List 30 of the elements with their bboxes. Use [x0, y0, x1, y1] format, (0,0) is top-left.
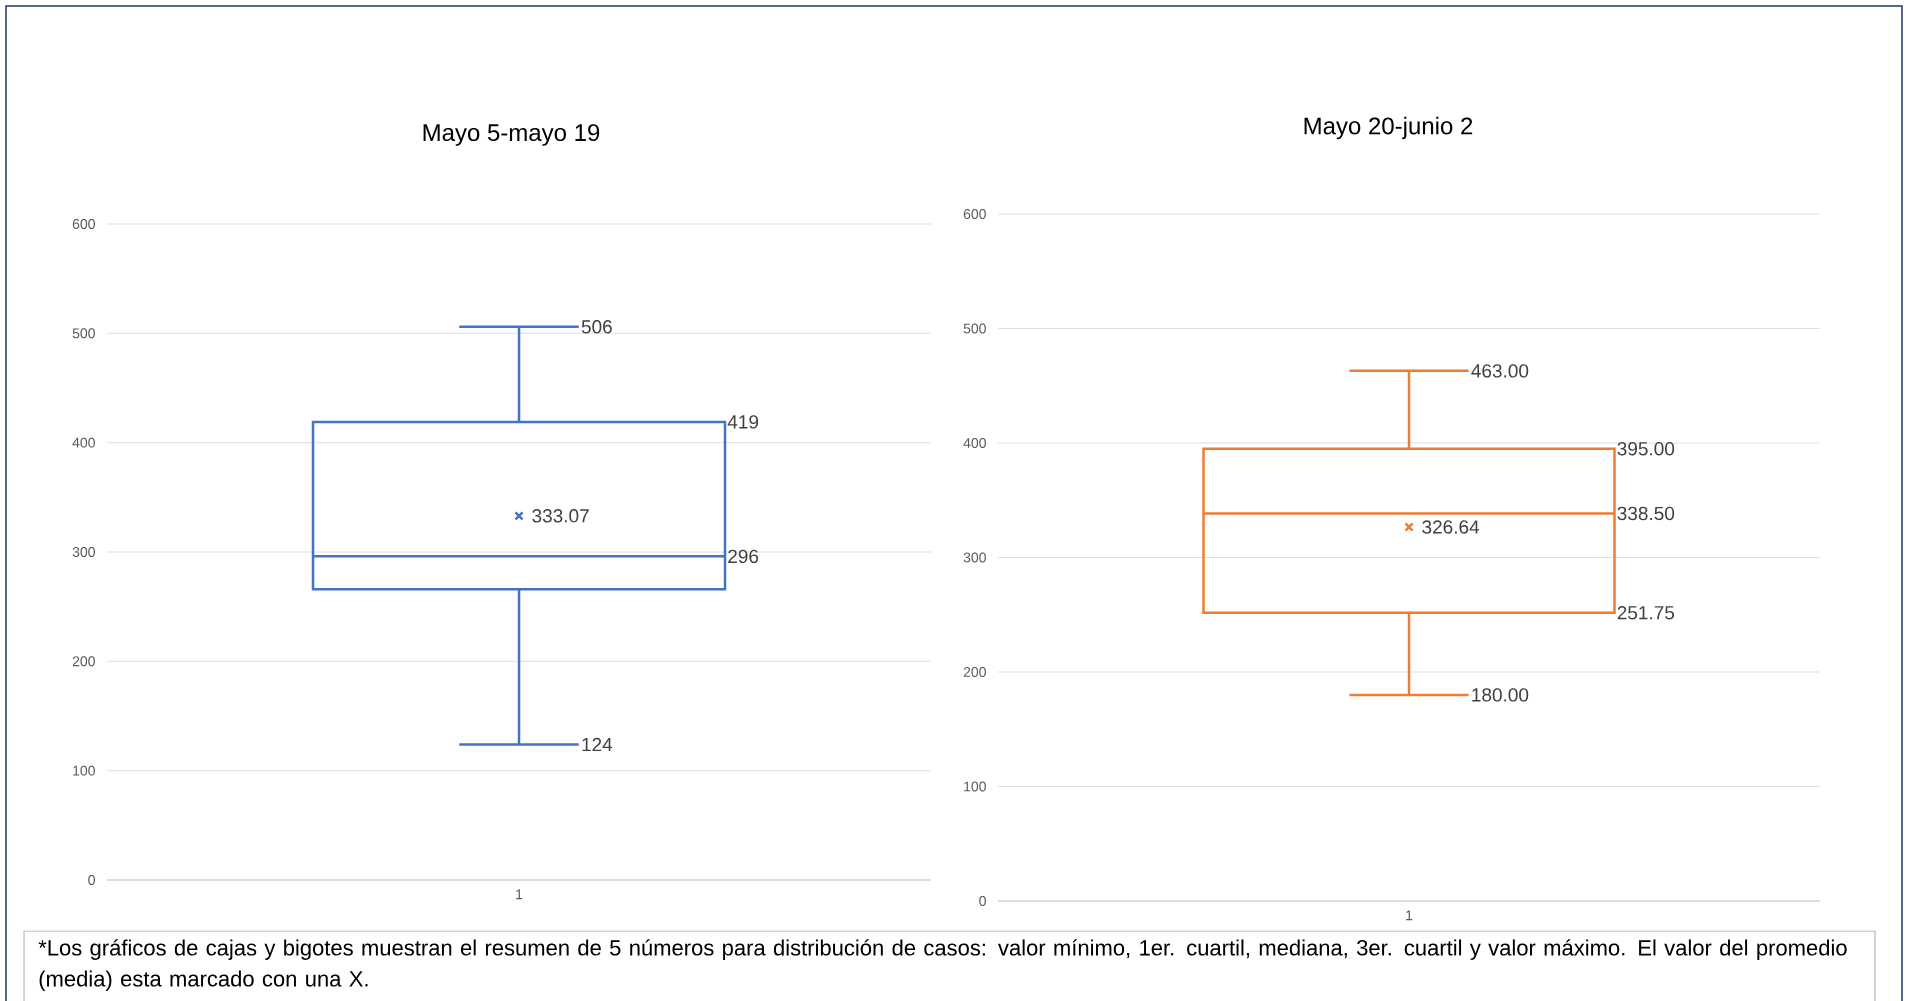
y-tick-label: 400 [72, 437, 95, 448]
x-tick-label: 1 [1406, 910, 1413, 921]
y-tick-label: 0 [88, 875, 95, 885]
text: 338.50 [1617, 506, 1675, 521]
text: 124 [582, 737, 613, 752]
text: 296 [728, 549, 759, 564]
chart-title: Mayo 20-junio 2 [1304, 116, 1473, 140]
y-tick-label: 100 [73, 765, 95, 776]
y-tick-label: 100 [964, 781, 986, 792]
y-tick-label: 200 [72, 656, 95, 667]
text: *Los gráficos de cajas y bigotes muestran el resumen de 5 números para distribución de casos: valor mínimo, 1er. cuartil, mediana, 3er. cuartil y valor máximo. El valor del promedio (media) esta marcado con una X. [38, 939, 1847, 991]
y-tick-label: 500 [72, 328, 95, 339]
text: 419 [727, 415, 759, 429]
y-tick-label: 600 [963, 209, 986, 219]
text: 326.64 [1422, 520, 1480, 534]
y-tick-label: 300 [72, 547, 95, 557]
text: 333.07 [532, 509, 589, 523]
chart-title: Mayo 5-mayo 19 [423, 124, 600, 146]
text: 180.00 [1472, 688, 1529, 702]
text: 251.75 [1617, 606, 1675, 620]
text: 395.00 [1617, 441, 1675, 456]
y-tick-label: 0 [979, 896, 986, 906]
text: 463.00 [1471, 364, 1529, 378]
y-tick-label: 600 [72, 219, 95, 229]
x-tick-label: 1 [516, 889, 523, 900]
y-tick-label: 300 [963, 552, 986, 563]
y-tick-label: 400 [963, 438, 986, 448]
y-tick-label: 500 [963, 323, 986, 334]
text: 506 [581, 320, 612, 334]
y-tick-label: 200 [963, 667, 986, 677]
